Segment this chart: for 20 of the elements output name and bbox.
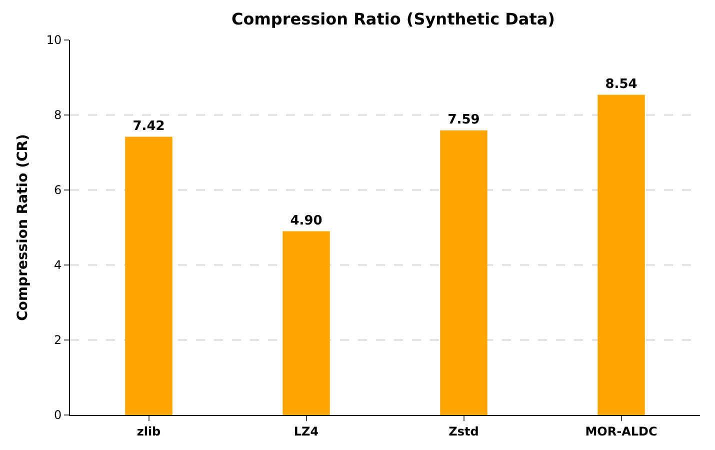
- y-tick-label: 0: [54, 408, 62, 422]
- y-tick-label: 4: [54, 258, 62, 272]
- y-tick-label: 2: [54, 333, 62, 348]
- data-label: 8.54: [605, 76, 638, 92]
- y-tick-label: 10: [46, 33, 62, 48]
- data-label: 7.42: [132, 118, 165, 134]
- x-tick-label: zlib: [136, 424, 162, 438]
- x-tick-label: MOR-ALDC: [585, 424, 658, 438]
- bar: [440, 130, 488, 415]
- x-tick-label: Zstd: [448, 424, 479, 438]
- y-tick-label: 8: [54, 108, 62, 122]
- data-label: 7.59: [448, 112, 480, 128]
- x-tick-label: LZ4: [294, 424, 319, 438]
- chart-title: Compression Ratio (Synthetic Data): [232, 10, 555, 29]
- data-label: 4.90: [290, 213, 322, 228]
- y-axis-title: Compression Ratio (CR): [14, 134, 31, 321]
- y-tick-label: 6: [54, 183, 62, 198]
- bar: [598, 94, 645, 415]
- bar: [282, 231, 330, 415]
- bar: [125, 136, 172, 415]
